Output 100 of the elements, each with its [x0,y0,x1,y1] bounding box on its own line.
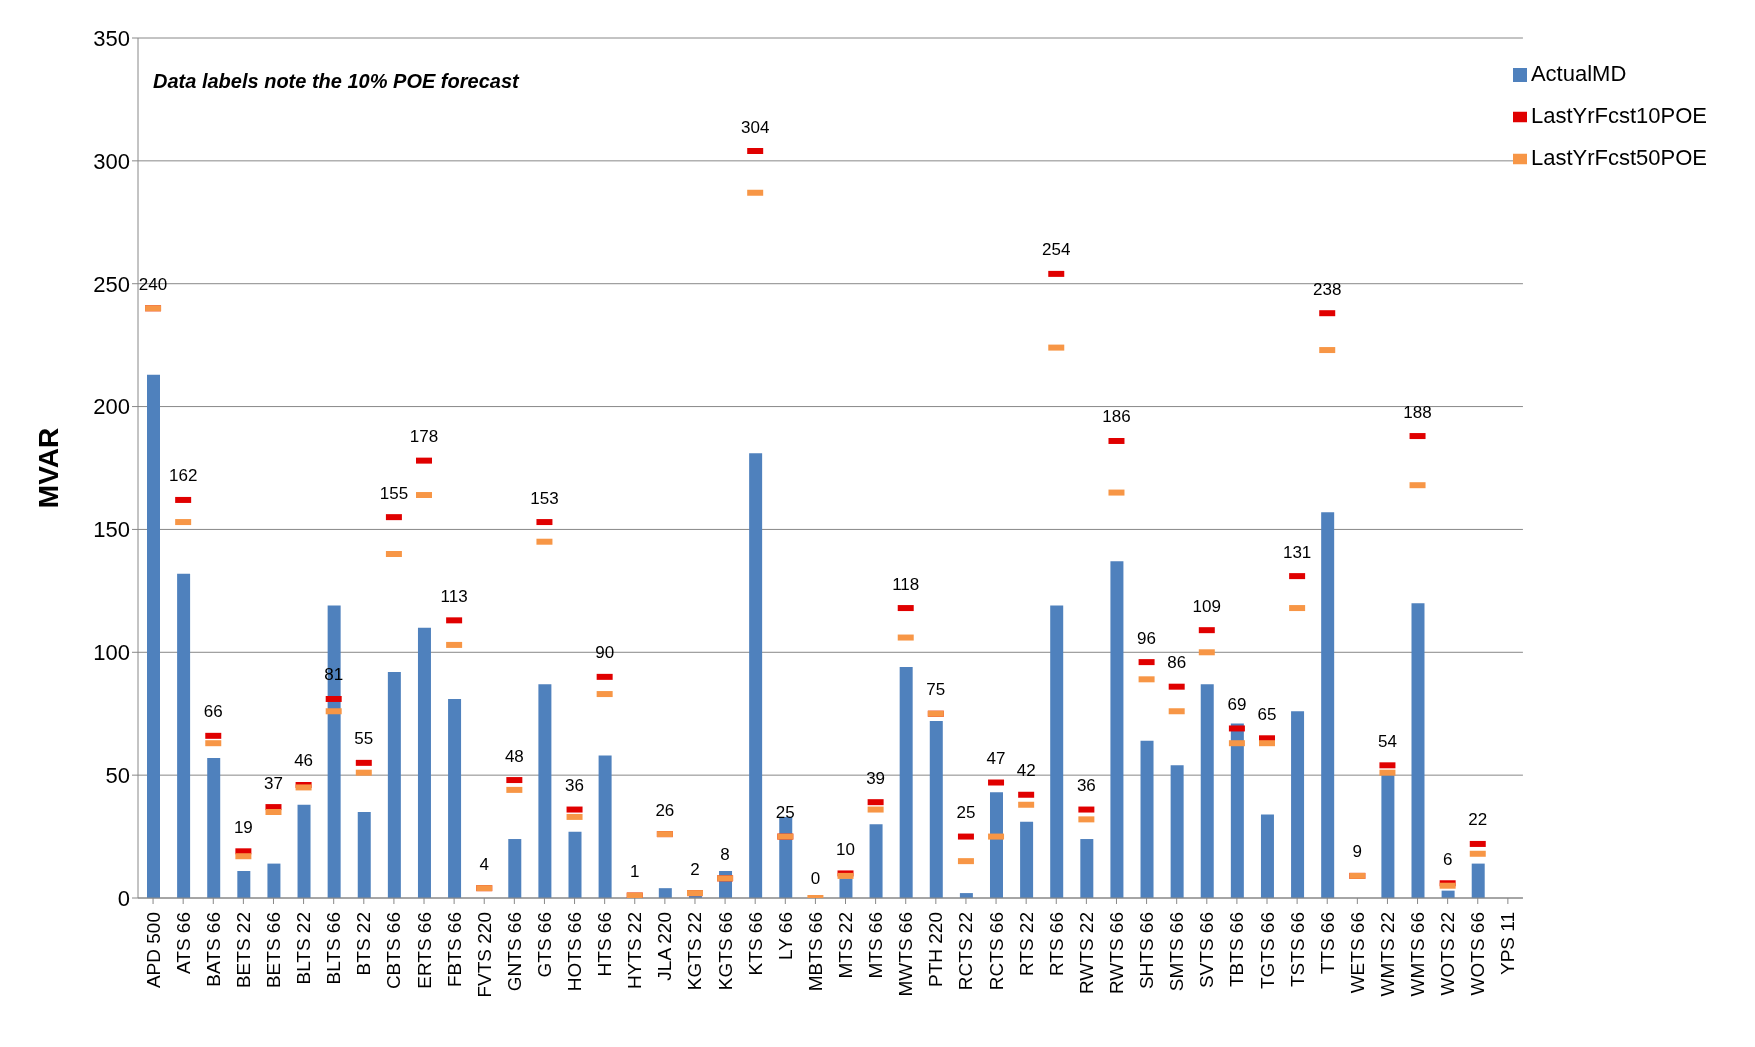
x-tick-label: WOTS 66 [1467,912,1489,996]
data-label: 26 [655,800,675,820]
x-tick-label: WMTS 66 [1407,912,1429,997]
y-tick-label: 150 [93,517,130,543]
x-tick-label: BETS 22 [232,912,254,989]
data-label: 36 [565,776,585,796]
data-label: 90 [595,643,615,663]
x-tick-label: WETS 66 [1346,912,1368,994]
data-label: 22 [1468,810,1488,830]
legend-label: LastYrFcst50POE [1530,145,1707,170]
x-tick-label: TBTS 66 [1226,912,1248,987]
data-label: 37 [264,773,283,793]
x-tick-label: BLTS 66 [323,912,345,985]
x-tick-label: SVTS 66 [1196,912,1218,989]
y-tick-label: 200 [93,394,130,420]
data-label: 55 [354,729,374,749]
data-label: 188 [1403,402,1432,422]
legend-label: ActualMD [1530,61,1627,86]
x-tick-label: BETS 66 [262,912,284,989]
x-tick-label: FBTS 66 [443,912,465,987]
x-tick-label: TTS 66 [1316,912,1338,975]
x-tick-label: RCTS 22 [955,912,977,991]
data-label: 6 [1442,849,1453,869]
data-label: 254 [1042,240,1071,260]
x-tick-label: APD 500 [142,912,164,989]
data-label: 75 [926,680,946,700]
data-label: 155 [379,483,409,503]
x-tick-label: SHTS 66 [1136,912,1158,990]
data-label: 162 [168,466,198,486]
data-label: 86 [1167,653,1187,673]
x-tick-label: TGTS 66 [1256,912,1278,990]
x-tick-label: RTS 22 [1015,912,1037,977]
data-label: 66 [203,702,223,722]
data-label: 178 [409,427,439,447]
x-tick-label: BTS 22 [353,912,375,976]
data-label: 96 [1137,628,1157,648]
data-label: 48 [504,746,524,766]
x-tick-label: FVTS 220 [473,912,495,998]
x-tick-label: BLTS 22 [293,912,315,985]
x-tick-label: MTS 22 [835,912,857,979]
x-tick-label: RWTS 22 [1075,912,1097,995]
data-label: 10 [836,839,855,859]
x-tick-label: MBTS 66 [804,912,826,992]
y-tick-label: 50 [105,762,130,788]
data-label: 42 [1016,761,1036,781]
data-label: 36 [1076,776,1096,796]
data-label: 1 [630,862,640,882]
x-tick-label: PTH 220 [925,912,947,987]
x-tick-label: MWTS 66 [895,912,917,997]
data-label: 113 [440,586,468,606]
x-tick-label: ERTS 66 [413,912,435,989]
data-label: 153 [530,488,559,508]
y-tick-label: 100 [93,640,130,666]
data-label: 186 [1102,407,1131,427]
x-tick-label: GTS 66 [533,912,555,978]
data-label: 131 [1282,542,1312,562]
x-tick-label: JLA 220 [654,912,676,981]
data-label: 9 [1352,842,1363,862]
y-tick-label: 250 [93,271,130,297]
x-tick-label: RTS 66 [1045,912,1067,977]
x-tick-label: SMTS 66 [1166,912,1188,992]
y-axis-title: MVAR [32,427,64,509]
data-label: 238 [1313,279,1342,299]
x-tick-label: GNTS 66 [503,912,525,992]
data-label: 8 [720,844,730,864]
x-tick-label: KGTS 66 [714,912,736,991]
y-tick-label: 350 [93,25,130,51]
x-tick-label: KTS 66 [744,912,766,976]
data-label: 19 [233,817,253,837]
data-label: 109 [1192,596,1221,616]
x-tick-label: BATS 66 [202,912,224,987]
data-label: 118 [892,574,920,594]
x-tick-label: HTS 66 [594,912,616,977]
x-tick-label: KGTS 22 [684,912,706,991]
x-tick-label: WOTS 22 [1437,912,1459,996]
data-label: 240 [138,274,168,294]
y-tick-label: 300 [93,148,130,174]
x-tick-label: CBTS 66 [383,912,405,990]
y-tick-label: 0 [117,885,130,911]
x-tick-label: YPS 11 [1497,912,1519,976]
data-label: 65 [1257,704,1277,724]
x-tick-label: WMTS 22 [1376,912,1398,997]
data-label: 69 [1227,694,1247,714]
data-label: 304 [741,117,770,137]
x-tick-label: TSTS 66 [1286,912,1308,987]
x-tick-label: RCTS 66 [985,912,1007,991]
data-label: 2 [690,859,700,879]
legend-label: LastYrFcst10POE [1530,103,1707,128]
annotation: 0 [810,869,821,888]
x-tick-label: LY 66 [774,912,796,960]
data-label: 54 [1377,731,1397,751]
x-tick-label: HOTS 66 [564,912,586,992]
data-label: 39 [866,768,886,788]
data-label: 46 [294,751,314,771]
annotation: Data labels note the 10% POE forecast [153,70,519,93]
x-tick-label: HYTS 22 [624,912,646,990]
x-tick-label: RWTS 66 [1105,912,1127,995]
data-label: 25 [956,803,976,823]
data-label: 4 [479,854,489,874]
x-tick-label: MTS 66 [865,912,887,979]
